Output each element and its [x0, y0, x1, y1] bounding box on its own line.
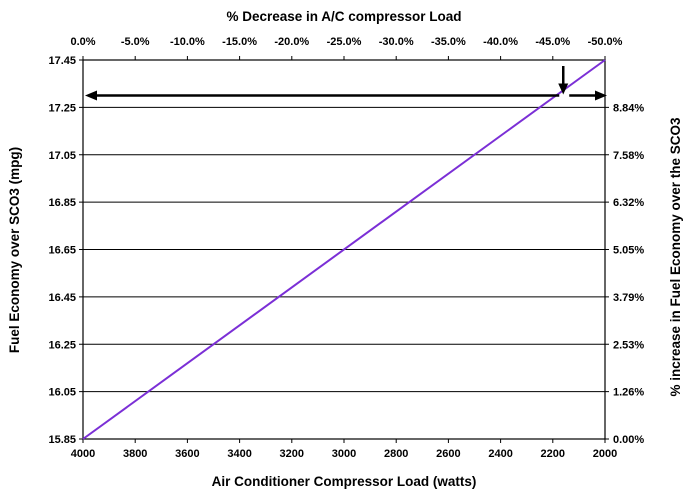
gridlines	[83, 106, 605, 393]
x-top-tick-label: -50.0%	[588, 36, 623, 48]
x-top-tick-label: -10.0%	[170, 36, 205, 48]
x-top-tick-label: 0.0%	[70, 36, 95, 48]
x-top-tick-label: -35.0%	[431, 36, 466, 48]
annotations	[85, 66, 607, 101]
x-tick-label: 3000	[332, 448, 356, 460]
x-tick-label: 2200	[541, 448, 565, 460]
y-tick-label: 17.05	[48, 150, 76, 162]
x-top-tick-label: -25.0%	[327, 36, 362, 48]
x-tick-label: 2000	[593, 448, 617, 460]
right-y-axis-title: % increase in Fuel Economy over the SCO3	[668, 117, 683, 397]
tick-marks	[79, 56, 609, 443]
x-tick-label: 3200	[280, 448, 304, 460]
x-top-tick-label: -15.0%	[222, 36, 257, 48]
y-right-tick-label: 3.79%	[613, 292, 644, 304]
vertical-arrow-head	[558, 83, 569, 95]
x-top-tick-label: -30.0%	[379, 36, 414, 48]
left-y-axis-title: Fuel Economy over SCO3 (mpg)	[7, 147, 22, 353]
x-top-tick-label: -20.0%	[274, 36, 309, 48]
y-right-tick-label: 8.84%	[613, 102, 644, 114]
y-right-tick-label: 7.58%	[613, 150, 644, 162]
x-top-tick-label: -40.0%	[483, 36, 518, 48]
y-tick-label: 17.25	[48, 102, 76, 114]
x-tick-label: 3800	[123, 448, 147, 460]
series-line	[82, 59, 606, 440]
y-tick-label: 16.05	[48, 387, 76, 399]
x-tick-label: 2800	[384, 448, 408, 460]
y-right-tick-label: 1.26%	[613, 387, 644, 399]
tick-labels: 15.85 16.05 16.25 16.45 16.65 16.85 17.05 17.25…	[48, 36, 644, 460]
y-right-tick-label: 0.00%	[613, 434, 644, 446]
x-tick-label: 4000	[71, 448, 95, 460]
horizontal-arrow-left-head	[85, 90, 97, 101]
y-tick-label: 17.45	[48, 55, 76, 67]
y-right-tick-label: 6.32%	[613, 197, 644, 209]
x-top-tick-label: -45.0%	[535, 36, 570, 48]
y-tick-label: 16.65	[48, 245, 76, 257]
y-right-tick-label: 2.53%	[613, 339, 644, 351]
top-axis-title: % Decrease in A/C compressor Load	[226, 9, 461, 24]
y-tick-label: 15.85	[48, 434, 76, 446]
horizontal-arrow-right-head	[595, 90, 607, 101]
y-tick-label: 16.25	[48, 339, 76, 351]
x-top-tick-label: -5.0%	[121, 36, 150, 48]
y-right-tick-label: 5.05%	[613, 245, 644, 257]
y-tick-label: 16.85	[48, 197, 76, 209]
x-axis-title: Air Conditioner Compressor Load (watts)	[212, 474, 477, 489]
x-tick-label: 2400	[488, 448, 512, 460]
x-tick-label: 3400	[227, 448, 251, 460]
x-tick-label: 2600	[436, 448, 460, 460]
x-tick-label: 3600	[175, 448, 199, 460]
series-group	[82, 59, 606, 440]
y-tick-label: 16.45	[48, 292, 76, 304]
